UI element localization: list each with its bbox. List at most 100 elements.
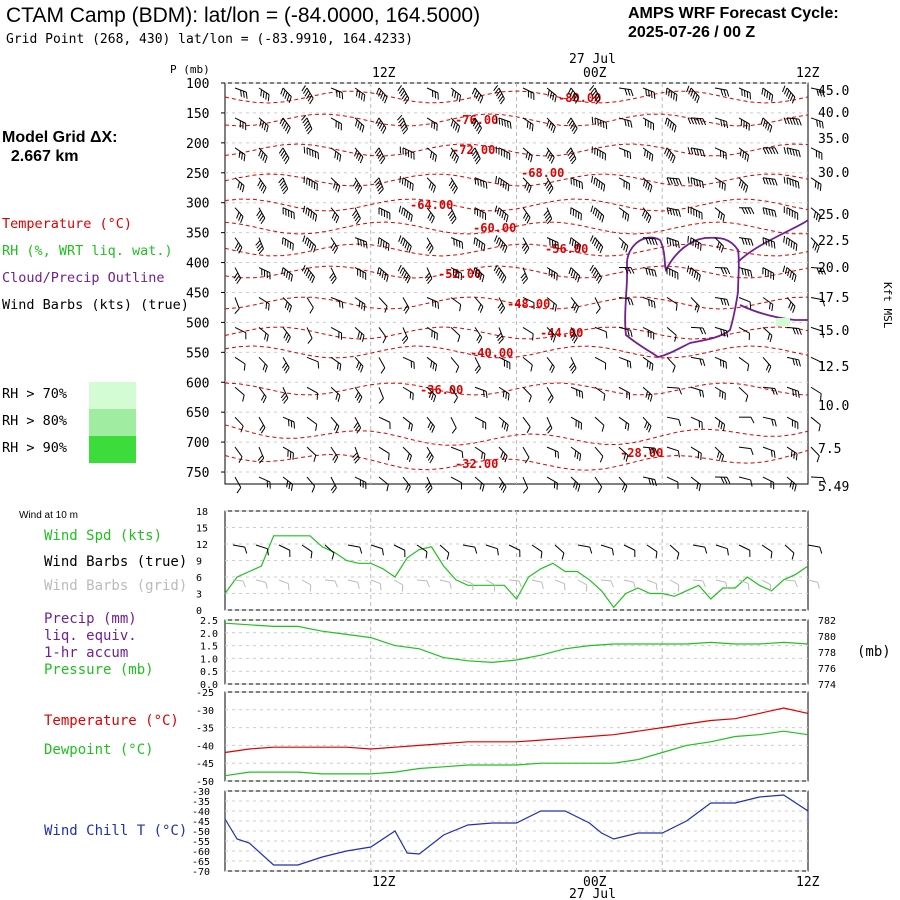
barb-flag [354, 424, 360, 431]
barb-flag [308, 179, 311, 187]
barb-flag [480, 179, 482, 187]
barb-flag [361, 125, 365, 133]
barb-shaft [714, 207, 725, 216]
barb-flag [379, 583, 382, 591]
barb-flag [550, 124, 554, 131]
barb-flag [311, 180, 313, 188]
barb-flag [287, 450, 289, 457]
barb-flag [747, 269, 750, 277]
barb-flag [262, 363, 266, 371]
barb-flag [453, 154, 458, 162]
barb-flag [595, 242, 600, 249]
barb-flag [774, 210, 777, 218]
barb-flag [716, 241, 720, 249]
wind-barb [424, 476, 433, 494]
barb-flag [770, 450, 773, 457]
barb-flag [694, 240, 697, 248]
barb-flag [374, 177, 380, 184]
time-tick-label: 00Z [583, 66, 607, 81]
wind-barb [570, 207, 582, 221]
barb-flag [262, 187, 267, 194]
wind-barb [642, 147, 654, 162]
wind-barb-grid [761, 579, 772, 592]
barb-flag [544, 212, 550, 219]
barb-flag [692, 92, 696, 99]
wind-barb [738, 386, 749, 403]
barb-shaft [402, 446, 412, 456]
barb-flag [495, 116, 498, 124]
wind-barb [234, 446, 243, 463]
barb-flag [475, 239, 478, 247]
barb-flag [503, 359, 505, 367]
barb-flag [361, 335, 365, 342]
wind-barb [782, 265, 797, 283]
barb-flag [540, 551, 543, 559]
wind-barb [687, 235, 702, 251]
barb-shaft [278, 544, 291, 551]
barb-flag [353, 455, 359, 461]
barb-flag [358, 396, 363, 404]
barb-flag [696, 482, 699, 490]
barb-shaft [306, 327, 313, 339]
wind-barb [687, 147, 706, 157]
barb-flag [550, 157, 555, 164]
barb-flag [771, 419, 774, 426]
barb-flag [401, 207, 404, 215]
wind-barb [497, 297, 506, 314]
barb-flag [722, 214, 725, 222]
windchill-tick-label: -60 [192, 847, 210, 858]
rh-90-label: RH > 90% [2, 440, 68, 456]
date-label: 27 Jul [569, 887, 616, 900]
barb-flag [651, 269, 654, 277]
barb-flag [312, 213, 315, 220]
barb-flag [496, 548, 499, 556]
barb-flag [432, 153, 435, 161]
barb-flag [554, 450, 557, 458]
barb-flag [723, 476, 728, 484]
wind-barb [280, 387, 289, 404]
barb-flag [409, 182, 412, 190]
wind-barb [738, 297, 752, 309]
barb-flag [522, 212, 527, 219]
barb-shaft [666, 297, 678, 305]
wind-barb [281, 237, 294, 251]
barb-flag [457, 126, 461, 133]
wind-barb [762, 207, 777, 218]
barb-flag [646, 360, 649, 368]
barb-flag [245, 123, 247, 131]
barb-flag [696, 96, 700, 104]
rh-90-swatch [89, 436, 136, 463]
barb-flag [690, 90, 694, 97]
barb-flag [690, 117, 695, 125]
time-tick-label: 12Z [796, 875, 820, 890]
barb-flag [284, 239, 287, 246]
wind-barb [256, 207, 266, 225]
barb-flag [747, 364, 750, 372]
barb-flag [429, 151, 433, 159]
wind-barb-true [301, 544, 313, 559]
barb-flag [570, 365, 576, 372]
barb-flag [265, 302, 268, 309]
barb-flag [794, 211, 796, 219]
barb-flag [529, 122, 532, 130]
barb-shaft [810, 207, 821, 216]
barb-flag [696, 118, 701, 125]
barb-flag [720, 359, 722, 367]
barb-shaft [810, 296, 823, 301]
wind-barb [306, 446, 317, 462]
wind-barb [302, 235, 317, 253]
barb-flag [485, 182, 488, 189]
barb-flag [498, 117, 501, 125]
barb-flag [498, 305, 504, 312]
wind-barb [594, 386, 606, 401]
barb-flag [749, 550, 751, 557]
pressure-tick-label: 774 [818, 680, 836, 691]
barb-flag [245, 92, 248, 99]
barb-flag [690, 207, 692, 215]
wind-barb [498, 356, 511, 370]
barb-flag [626, 182, 628, 189]
wind-barb [666, 386, 683, 395]
barb-flag [496, 332, 502, 339]
barb-shaft [531, 544, 543, 553]
barb-flag [768, 178, 772, 185]
